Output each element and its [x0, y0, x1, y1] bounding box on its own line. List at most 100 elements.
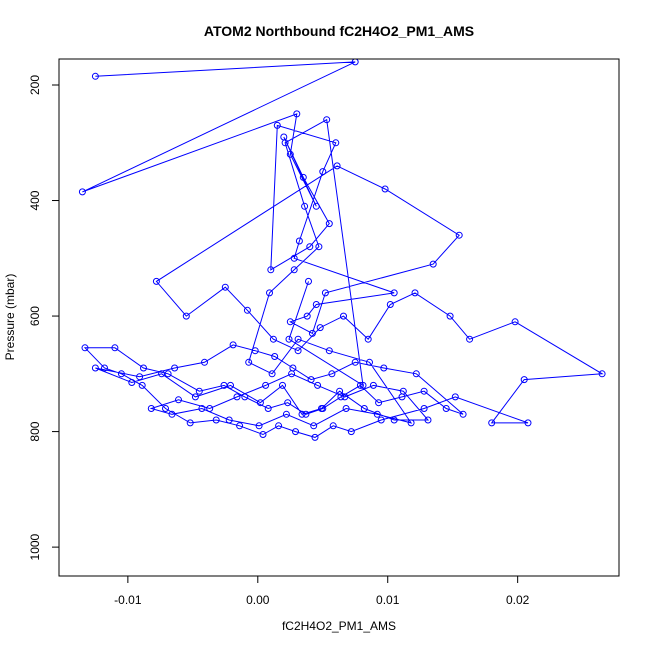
data-point [285, 335, 293, 343]
data-point [314, 381, 322, 389]
data-point [451, 393, 459, 401]
data-point [302, 410, 310, 418]
y-axis: 200 400 600 800 1000 [28, 75, 59, 560]
x-tick-label: 0.01 [376, 593, 400, 607]
data-point [298, 410, 306, 418]
data-point [206, 405, 214, 412]
y-tick-label: 200 [28, 75, 42, 95]
data-point [321, 289, 329, 297]
data-point [351, 59, 359, 66]
data-point [191, 393, 199, 401]
data-point [243, 306, 251, 314]
chart-title: ATOM2 Northbound fC2H4O2_PM1_AMS [204, 23, 474, 39]
plot-frame [58, 58, 620, 577]
data-point [227, 381, 234, 389]
data-point [598, 370, 606, 378]
data-point [386, 301, 394, 308]
data-point [364, 335, 372, 343]
data-point [295, 237, 303, 245]
data-point [212, 416, 220, 424]
data-point [259, 431, 267, 438]
data-point [162, 405, 169, 412]
data-point [158, 370, 166, 378]
data-point [138, 381, 146, 389]
data-point [81, 344, 89, 352]
data-point [182, 312, 190, 320]
y-tick-label: 400 [28, 190, 42, 210]
data-point [373, 410, 381, 418]
data-point [301, 202, 309, 210]
data-point [229, 341, 237, 349]
data-point [91, 364, 99, 372]
data-point [459, 410, 467, 418]
data-point [340, 312, 347, 320]
data-point [201, 358, 208, 366]
data-point [275, 422, 283, 430]
data-point [91, 72, 99, 80]
data-point [101, 364, 108, 372]
data-point [305, 277, 312, 285]
y-tick-label: 800 [28, 421, 42, 441]
data-point [347, 428, 355, 436]
data-point [341, 393, 349, 401]
data-point [316, 324, 324, 332]
data-point [375, 399, 383, 407]
data-point [524, 419, 532, 427]
y-axis-label: Pressure (mbar) [3, 274, 17, 361]
data-point [147, 405, 155, 412]
data-point [318, 405, 325, 412]
data-point [271, 353, 279, 360]
data-point [251, 347, 259, 355]
x-axis-label: fC2H4O2_PM1_AMS [282, 619, 396, 633]
data-point [520, 376, 528, 384]
data-point [255, 422, 263, 430]
data-point [455, 231, 463, 239]
data-point [152, 277, 160, 285]
data-point [140, 364, 147, 372]
data-point [488, 419, 496, 427]
data-point [312, 202, 320, 210]
data-point [186, 419, 194, 427]
data-point [315, 243, 323, 251]
data-point [319, 168, 327, 176]
data-point [307, 376, 315, 384]
data-point [286, 318, 294, 326]
x-tick-label: 0.00 [246, 593, 270, 607]
data-point [286, 150, 294, 158]
x-tick-label: -0.01 [114, 593, 142, 607]
data-point [282, 410, 290, 418]
data-point [273, 121, 281, 129]
data-point [292, 428, 299, 436]
data-point [308, 329, 316, 337]
data-point [290, 254, 298, 262]
data-point [198, 405, 206, 412]
data-point [233, 393, 241, 401]
data-point [78, 188, 86, 196]
data-point [377, 416, 385, 424]
data-point [390, 289, 398, 297]
data-point [279, 381, 286, 389]
data-point [325, 347, 333, 355]
data-point [359, 381, 367, 389]
data-point [366, 358, 373, 366]
series-line [82, 61, 604, 438]
data-point [442, 405, 450, 412]
data-point [256, 399, 264, 407]
data-point [329, 422, 337, 430]
data-point [411, 289, 419, 297]
data-point [269, 335, 277, 343]
data-point [336, 387, 344, 395]
data-point [311, 433, 319, 441]
data-point [111, 344, 119, 352]
data-point [225, 416, 233, 424]
y-tick-label: 600 [28, 306, 42, 326]
data-point [136, 373, 144, 381]
data-point [466, 335, 474, 343]
data-point [268, 370, 276, 378]
data-point [312, 301, 320, 308]
data-point [171, 364, 179, 372]
data-point [168, 410, 176, 418]
data-point [306, 243, 314, 251]
